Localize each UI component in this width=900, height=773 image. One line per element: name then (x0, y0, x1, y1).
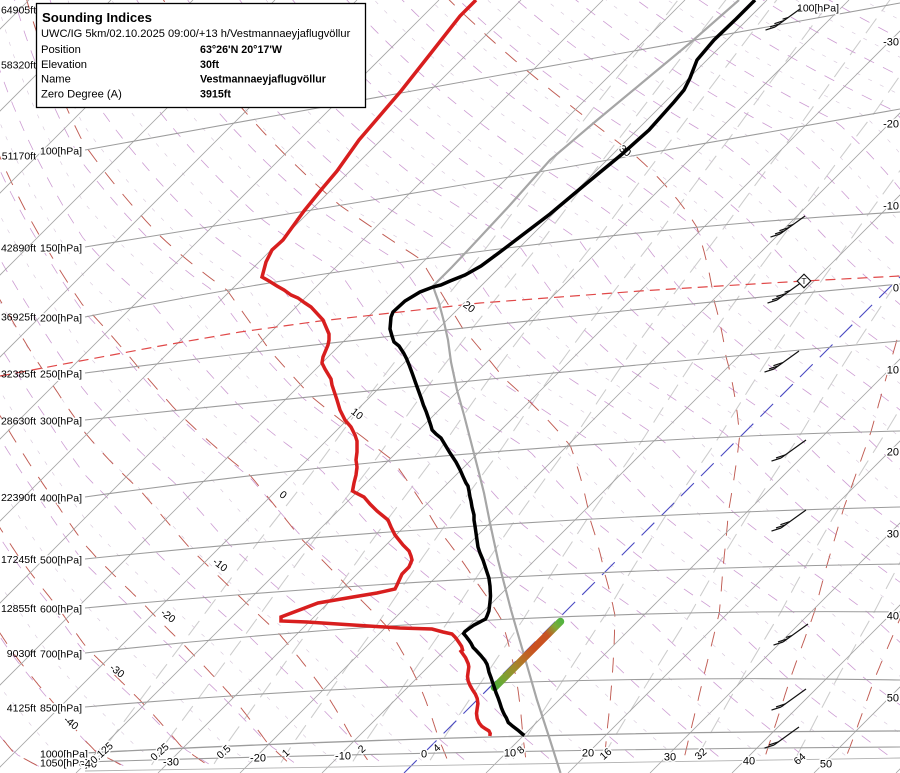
svg-text:Name: Name (41, 74, 71, 86)
svg-text:500[hPa]: 500[hPa] (40, 555, 82, 567)
svg-text:UWC/IG 5km/02.10.2025 09:00/+1: UWC/IG 5km/02.10.2025 09:00/+13 h/Vestma… (41, 28, 351, 40)
svg-text:36925ft: 36925ft (1, 312, 36, 324)
svg-text:30: 30 (664, 752, 676, 764)
svg-text:9030ft: 9030ft (7, 648, 36, 660)
svg-text:20: 20 (887, 447, 899, 459)
svg-text:-30: -30 (163, 757, 179, 769)
svg-text:42890ft: 42890ft (1, 243, 36, 255)
svg-text:50: 50 (820, 759, 832, 771)
svg-text:0: 0 (421, 749, 427, 761)
svg-text:1050[hPa]: 1050[hPa] (40, 758, 88, 770)
svg-text:63°26'N 20°17'W: 63°26'N 20°17'W (200, 44, 283, 56)
svg-text:100[hPa]: 100[hPa] (797, 3, 839, 15)
svg-text:17245ft: 17245ft (1, 554, 36, 566)
svg-text:58320ft: 58320ft (1, 60, 36, 72)
svg-text:1000[hPa]: 1000[hPa] (40, 749, 88, 761)
svg-text:250[hPa]: 250[hPa] (40, 369, 82, 381)
svg-text:100[hPa]: 100[hPa] (40, 146, 82, 158)
svg-text:600[hPa]: 600[hPa] (40, 604, 82, 616)
svg-text:10: 10 (504, 748, 516, 760)
svg-text:150[hPa]: 150[hPa] (40, 243, 82, 255)
svg-text:0: 0 (893, 283, 899, 295)
svg-text:10: 10 (887, 365, 899, 377)
svg-text:-20: -20 (883, 119, 899, 131)
svg-text:Vestmannaeyjaflugvöllur: Vestmannaeyjaflugvöllur (200, 74, 326, 86)
svg-text:-30: -30 (883, 37, 899, 49)
svg-text:850[hPa]: 850[hPa] (40, 703, 82, 715)
svg-text:Elevation: Elevation (41, 59, 87, 71)
svg-text:50: 50 (887, 693, 899, 705)
svg-text:-10: -10 (335, 751, 351, 763)
svg-text:Zero Degree (A): Zero Degree (A) (41, 89, 122, 101)
svg-text:4125ft: 4125ft (7, 703, 36, 715)
svg-text:40: 40 (887, 611, 899, 623)
svg-text:12855ft: 12855ft (1, 603, 36, 615)
svg-text:-40: -40 (81, 759, 97, 771)
svg-text:64905ft: 64905ft (1, 5, 36, 17)
svg-text:30: 30 (887, 529, 899, 541)
svg-text:20: 20 (582, 748, 594, 760)
svg-text:700[hPa]: 700[hPa] (40, 649, 82, 661)
svg-text:Sounding Indices: Sounding Indices (42, 10, 152, 25)
svg-text:32385ft: 32385ft (1, 369, 36, 381)
svg-text:51170ft: 51170ft (2, 151, 36, 163)
svg-text:28630ft: 28630ft (1, 416, 36, 428)
svg-text:-20: -20 (250, 753, 266, 765)
svg-text:30ft: 30ft (200, 59, 219, 71)
svg-text:22390ft: 22390ft (1, 492, 36, 504)
svg-text:3915ft: 3915ft (200, 89, 231, 101)
svg-text:Position: Position (41, 44, 81, 56)
svg-text:400[hPa]: 400[hPa] (40, 493, 82, 505)
svg-text:300[hPa]: 300[hPa] (40, 416, 82, 428)
svg-text:T: T (801, 276, 806, 286)
svg-text:40: 40 (743, 756, 755, 768)
svg-text:200[hPa]: 200[hPa] (40, 313, 82, 325)
svg-text:-10: -10 (883, 201, 899, 213)
